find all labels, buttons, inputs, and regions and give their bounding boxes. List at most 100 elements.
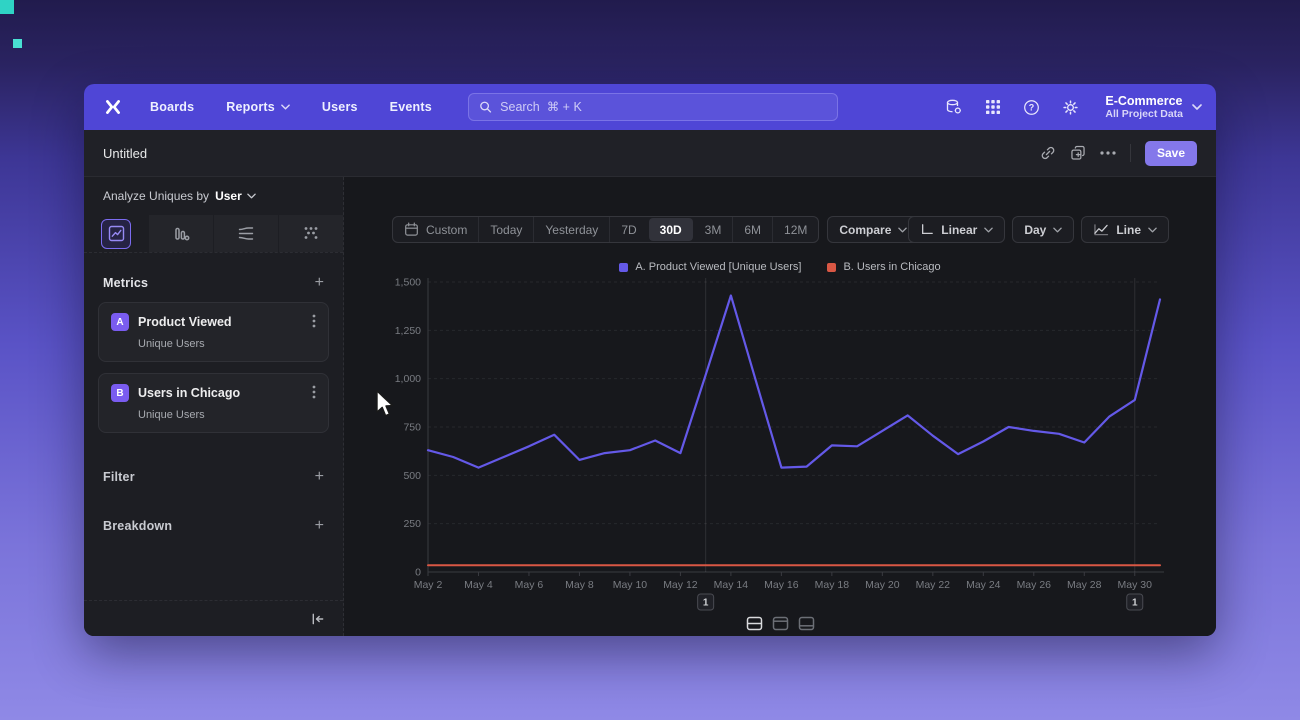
tab-flow-chart[interactable]	[213, 215, 278, 252]
axis-tick-label: 1	[1132, 598, 1138, 609]
nav-menu: Boards Reports Users Events	[150, 100, 432, 114]
axis-tick-label: 750	[403, 422, 421, 434]
chevron-down-icon	[984, 227, 994, 232]
tab-scatter-chart[interactable]	[278, 215, 343, 252]
chevron-down-icon	[1192, 104, 1202, 110]
axis-tick-label: May 22	[916, 579, 951, 591]
analyze-entity-dropdown[interactable]: User	[215, 189, 256, 203]
scatter-chart-icon	[304, 227, 318, 239]
nav-item-users[interactable]: Users	[322, 100, 358, 114]
save-button[interactable]: Save	[1144, 140, 1197, 166]
axis-tick-label: May 26	[1017, 579, 1052, 591]
chevron-down-icon	[1148, 227, 1157, 232]
metric-card-a[interactable]: A Product Viewed Unique Users	[98, 302, 329, 362]
metrics-title: Metrics	[103, 276, 149, 290]
nav-item-boards[interactable]: Boards	[150, 100, 194, 114]
sidebar-footer	[84, 600, 343, 636]
range-yesterday-button[interactable]: Yesterday	[533, 217, 609, 242]
axis-tick-label: 500	[403, 470, 421, 482]
legend-item-series-b[interactable]: B. Users in Chicago	[827, 261, 941, 273]
interval-dropdown[interactable]: Day	[1012, 216, 1075, 243]
layout-chart-view-button[interactable]	[772, 616, 789, 631]
tab-line-chart[interactable]	[84, 215, 148, 252]
svg-text:?: ?	[1029, 102, 1034, 112]
range-6m-button[interactable]: 6M	[732, 217, 772, 242]
nav-item-events[interactable]: Events	[390, 100, 432, 114]
link-icon	[1041, 146, 1055, 160]
range-custom-button[interactable]: Custom	[393, 217, 478, 242]
chevron-down-icon	[281, 104, 290, 110]
project-subtitle: All Project Data	[1105, 108, 1183, 121]
search-bar[interactable]	[468, 93, 838, 121]
metric-badge-b: B	[111, 384, 129, 402]
divider	[1129, 144, 1131, 162]
layout-top-icon	[772, 616, 788, 631]
layout-table-view-button[interactable]	[798, 616, 815, 631]
scale-dropdown[interactable]: Linear	[908, 216, 1006, 243]
top-nav-bar: Boards Reports Users Events	[84, 84, 1216, 130]
apps-grid-icon[interactable]	[985, 99, 1001, 115]
metric-card-b[interactable]: B Users in Chicago Unique Users	[98, 373, 329, 433]
app-window: Boards Reports Users Events	[84, 84, 1216, 636]
axis-tick-label: 0	[415, 567, 421, 579]
add-metric-button[interactable]: +	[314, 274, 324, 291]
metrics-section-header: Metrics +	[84, 275, 343, 291]
axis-tick-label: 1,000	[395, 373, 421, 385]
legend-label: A. Product Viewed [Unique Users]	[635, 261, 802, 273]
help-icon[interactable]: ?	[1023, 99, 1040, 116]
project-switcher[interactable]: E-Commerce All Project Data	[1105, 94, 1202, 120]
copy-link-button[interactable]	[1040, 145, 1056, 161]
range-30d-button[interactable]: 30D	[648, 218, 693, 241]
add-breakdown-button[interactable]: +	[314, 517, 324, 534]
linear-axis-icon	[922, 224, 934, 235]
range-7d-button[interactable]: 7D	[609, 217, 647, 242]
axis-tick-label: May 4	[464, 579, 493, 591]
settings-gear-icon[interactable]	[1062, 99, 1079, 116]
nav-item-label: Users	[321, 100, 358, 114]
range-today-button[interactable]: Today	[478, 217, 533, 242]
annotation-badge[interactable]	[1126, 593, 1144, 611]
nav-item-label: Reports	[226, 100, 275, 114]
calendar-icon	[405, 222, 418, 236]
axis-tick-label: May 30	[1118, 579, 1153, 591]
range-label: 30D	[659, 222, 682, 237]
report-title[interactable]: Untitled	[103, 145, 148, 161]
range-12m-button[interactable]: 12M	[772, 217, 818, 242]
nav-item-reports[interactable]: Reports	[226, 100, 290, 114]
compare-dropdown[interactable]: Compare	[827, 216, 920, 243]
nav-item-label: Events	[389, 100, 432, 114]
mixpanel-logo-icon[interactable]	[102, 96, 124, 118]
axis-tick-label: May 10	[613, 579, 648, 591]
tab-bar-chart[interactable]	[148, 215, 213, 252]
metric-menu-button[interactable]	[312, 314, 316, 330]
series-line-a[interactable]	[426, 294, 1162, 469]
duplicate-button[interactable]	[1070, 145, 1086, 161]
annotation-badge[interactable]	[697, 593, 715, 611]
layout-split-view-button[interactable]	[746, 616, 763, 631]
search-input[interactable]	[500, 100, 827, 114]
more-options-button[interactable]	[1100, 151, 1116, 155]
legend-swatch-a	[619, 262, 629, 272]
report-actions: Save	[1040, 140, 1197, 166]
metric-menu-button[interactable]	[312, 385, 316, 401]
range-label: Yesterday	[545, 222, 599, 237]
chart-type-dropdown[interactable]: Line	[1081, 216, 1169, 243]
range-label: 7D	[621, 222, 637, 237]
range-label: 6M	[744, 222, 762, 237]
content-area: Analyze Uniques by User	[84, 177, 1216, 636]
metric-subtitle: Unique Users	[138, 409, 205, 421]
date-range-segmented-control: Custom Today Yesterday 7D 30D 3M 6M 12M	[392, 216, 820, 243]
legend-swatch-b	[827, 262, 837, 272]
collapse-sidebar-button[interactable]	[310, 612, 325, 626]
axis-tick-label: 1,500	[395, 277, 421, 289]
layout-bottom-icon	[798, 616, 814, 631]
axis-tick-label: May 6	[515, 579, 544, 591]
data-management-icon[interactable]	[945, 98, 963, 116]
add-filter-button[interactable]: +	[314, 468, 324, 485]
range-3m-button[interactable]: 3M	[694, 217, 733, 242]
legend-item-series-a[interactable]: A. Product Viewed [Unique Users]	[619, 261, 801, 273]
analyze-label: Analyze Uniques by	[103, 189, 210, 203]
metric-name: Product Viewed	[138, 315, 232, 329]
analyze-row: Analyze Uniques by User	[84, 177, 343, 215]
